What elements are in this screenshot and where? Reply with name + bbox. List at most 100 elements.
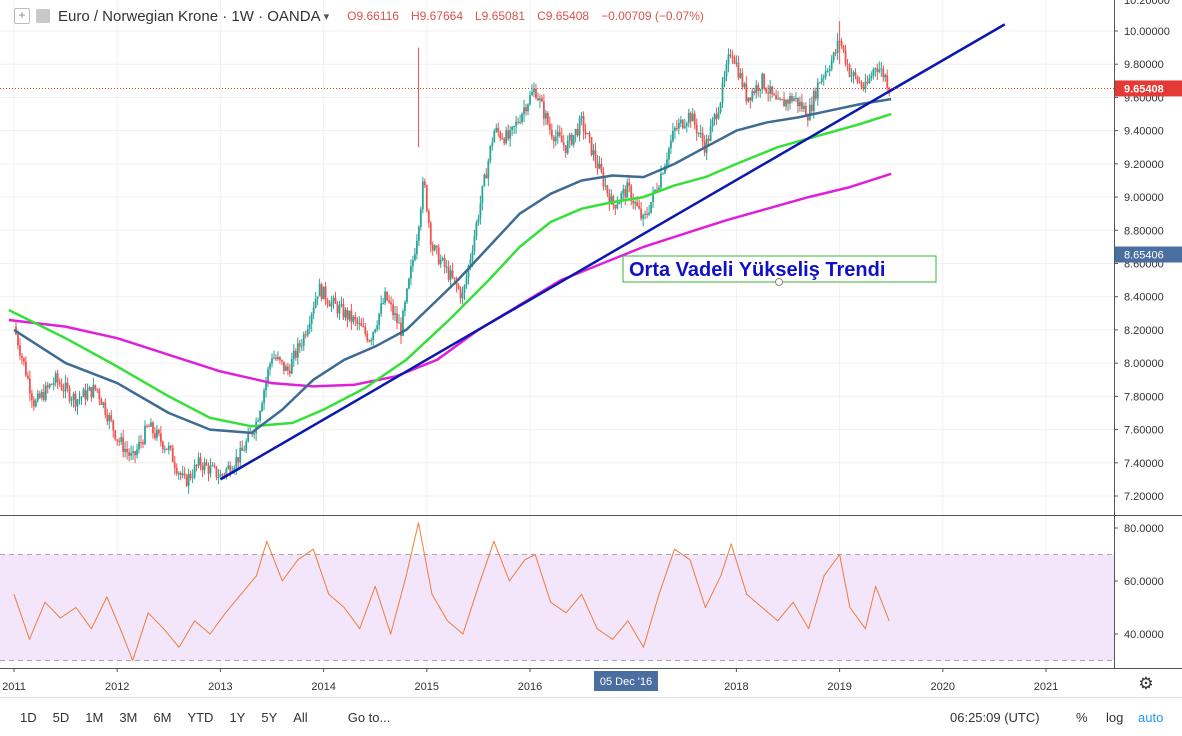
- candle-body: [747, 97, 750, 102]
- candle-body: [431, 244, 434, 251]
- trendline-group[interactable]: [219, 23, 1006, 481]
- timeframe-5y[interactable]: 5Y: [261, 709, 278, 725]
- candle-body: [717, 112, 720, 119]
- clock[interactable]: 06:25:09 (UTC): [950, 709, 1040, 725]
- price-axis[interactable]: 10.000009.800009.600009.400009.200009.00…: [1114, 0, 1182, 503]
- candle-body: [300, 345, 303, 347]
- timeframe-6m[interactable]: 6M: [153, 709, 172, 725]
- candle-body: [368, 340, 371, 342]
- candle-body: [580, 116, 583, 119]
- candle-body: [753, 91, 756, 94]
- candle-body: [286, 366, 289, 371]
- candle-body: [814, 91, 817, 99]
- percent-scale-button[interactable]: %: [1076, 709, 1088, 725]
- candle-body: [447, 266, 450, 280]
- auto-scale-button[interactable]: auto: [1138, 709, 1164, 725]
- candle-body: [265, 380, 267, 391]
- chevron-down-icon[interactable]: ▾: [323, 10, 330, 23]
- timeframe-ytd[interactable]: YTD: [187, 709, 214, 725]
- annotation-box: [622, 255, 937, 283]
- timeframe-1y[interactable]: 1Y: [229, 709, 246, 725]
- candle-body: [652, 191, 654, 203]
- candle-body: [852, 72, 855, 76]
- settings-gear-icon[interactable]: ⚙: [1138, 674, 1154, 693]
- candle-body: [199, 457, 202, 466]
- candle-body: [72, 393, 75, 400]
- candle-body: [842, 45, 845, 51]
- timeframe-1d[interactable]: 1D: [20, 709, 37, 725]
- candle-body: [695, 124, 698, 134]
- symbol-title[interactable]: Euro / Norwegian Krone · 1W · OANDA: [58, 7, 321, 25]
- candle-body: [392, 304, 394, 316]
- candle-body: [775, 95, 777, 100]
- candle-body: [152, 422, 154, 434]
- candle-body: [677, 122, 680, 129]
- bottom-toolbar: 1D 5D 1M 3M 6M YTD 1Y 5Y All Go to... 06…: [0, 697, 1182, 736]
- candle-body: [523, 107, 525, 114]
- candle-body: [802, 105, 805, 109]
- candle-body: [554, 136, 557, 142]
- candle-body: [211, 465, 214, 467]
- candle-body: [82, 389, 85, 398]
- candle-body: [402, 310, 404, 336]
- time-axis[interactable]: 2011 2012 2013 2014 2015 2016 2018 2019 2020 2021…: [2, 668, 1058, 693]
- candle-body: [880, 68, 883, 70]
- candle-body: [312, 307, 315, 314]
- candle-body: [463, 285, 466, 293]
- candle-body: [352, 316, 355, 322]
- log-scale-button[interactable]: log: [1106, 709, 1124, 725]
- last-price-badge: [1115, 80, 1182, 97]
- candle-body: [542, 101, 545, 119]
- candle-body: [564, 145, 567, 154]
- candle-body: [820, 78, 823, 83]
- candle-body: [96, 388, 99, 391]
- candle-body: [314, 298, 317, 308]
- price-tick-label: 8.40000: [1124, 292, 1164, 304]
- timeframe-3m[interactable]: 3M: [119, 709, 138, 725]
- candle-body: [247, 432, 250, 442]
- candle-body: [697, 133, 700, 135]
- candle-body: [537, 98, 539, 101]
- timeframe-5d[interactable]: 5D: [52, 709, 70, 725]
- candle-body: [812, 91, 815, 111]
- timeframe-1m[interactable]: 1M: [85, 709, 104, 725]
- candle-body: [239, 447, 242, 463]
- candle-body: [366, 333, 369, 341]
- candle-body: [110, 415, 113, 421]
- collapse-icon[interactable]: [36, 9, 50, 23]
- price-tick-label: 7.40000: [1124, 458, 1164, 470]
- add-symbol-icon[interactable]: +: [14, 8, 30, 24]
- candle-body: [269, 363, 271, 370]
- candle-body: [779, 98, 781, 100]
- price-tick-label: 8.80000: [1124, 225, 1164, 237]
- candle-body: [179, 473, 182, 476]
- candle-body: [419, 209, 422, 227]
- candle-body: [795, 97, 797, 99]
- candle-body: [425, 185, 428, 212]
- candle-body: [213, 465, 216, 467]
- candle-body: [364, 326, 367, 334]
- candle-body: [165, 448, 168, 450]
- goto-button[interactable]: Go to...: [347, 709, 391, 725]
- candle-body: [406, 288, 408, 303]
- time-tick-label: 2015: [415, 681, 439, 693]
- candle-body: [340, 304, 343, 306]
- candle-body: [592, 150, 595, 155]
- candle-body: [868, 78, 871, 84]
- candle-body: [648, 212, 650, 215]
- candle-body: [205, 462, 208, 466]
- chart-canvas[interactable]: 10.000009.800009.600009.400009.200009.00…: [0, 0, 1182, 697]
- candle-body: [675, 127, 678, 129]
- timeframe-all[interactable]: All: [293, 709, 308, 725]
- annotation-group[interactable]: Orta Vadeli Yükseliş Trendi: [622, 255, 937, 286]
- candle-body: [324, 286, 327, 301]
- candle-body: [558, 131, 561, 136]
- candle-body: [656, 189, 658, 191]
- candle-body: [844, 50, 847, 64]
- candle-body: [378, 313, 381, 326]
- rsi-axis[interactable]: 80.0000 60.0000 40.0000: [1114, 523, 1164, 641]
- candle-body: [203, 462, 206, 471]
- candle-body: [628, 182, 631, 187]
- time-tick-label: 2019: [827, 681, 851, 693]
- candle-body: [878, 69, 881, 72]
